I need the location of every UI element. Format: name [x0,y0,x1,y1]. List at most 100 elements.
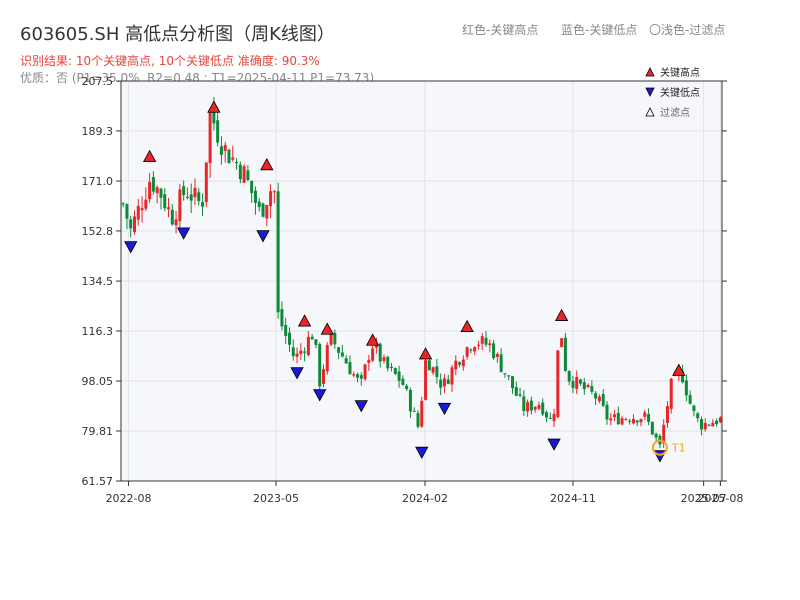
candle-body [204,162,208,202]
candle-body [356,374,360,378]
candle-body [242,166,246,183]
top-legend-light: 〇浅色-过滤点 [649,23,726,37]
candle-body [246,170,250,181]
candle-body [201,202,205,207]
candle-body [431,367,435,373]
candle-body [620,418,624,425]
candle-body [405,385,409,390]
candle-body [333,332,337,345]
x-tick-label: 2024-11 [550,492,596,505]
candle-body [529,400,533,411]
candle-body [503,373,507,375]
key-high-marker [418,347,433,360]
candle-body [582,382,586,390]
candle-body [526,402,530,412]
candle-body [314,339,318,345]
candle-body [140,208,144,211]
candle-body [378,343,382,362]
candle-body [250,180,254,194]
candle-body [178,189,182,222]
candle-body [318,344,322,387]
key-low-marker [290,367,304,380]
candle-body [386,356,390,369]
candle-body [492,343,496,359]
candle-body [548,417,552,419]
key-high-marker [260,157,274,171]
candle-body [495,354,499,357]
candle-body [522,396,526,412]
chart-title: 603605.SH 高低点分析图（周K线图） [20,24,335,45]
candle-body [567,371,571,382]
candle-body [616,412,620,425]
top-legend-red: 红色-关键高点 [462,23,539,37]
candle-body [303,351,307,353]
candle-body [541,402,545,415]
t1-circle [651,439,668,456]
legend-marker [645,107,655,117]
candle-body [628,420,632,422]
y-tick-label: 61.57 [82,475,114,488]
candle-body [605,404,609,420]
candle-body [461,359,465,367]
key-low-marker [256,230,270,243]
candle-body [450,367,454,385]
candle-body [216,120,220,143]
candle-body [499,354,503,372]
key-low-marker [415,446,429,460]
legend-label: 关键低点 [660,86,700,99]
candle-body [284,325,288,336]
candle-body [132,216,136,233]
candle-body [401,378,405,385]
key-low-marker [437,402,452,416]
y-axis: 61.57 79.81 98.05 116.3 134.5 152.8 171.0 189.3… [82,75,727,488]
candle-body [219,146,223,155]
candle-body [669,378,673,409]
candle-body [125,204,129,219]
candle-body [488,343,492,346]
candle-body [136,205,140,220]
candle-body [427,360,431,371]
candle-body [571,381,575,388]
candle-body [382,357,386,361]
candle-body [235,162,239,164]
y-tick-label: 189.3 [82,125,114,138]
t1-label: T1 [671,442,686,455]
recognition-result: 识别结果: 10个关键高点, 10个关键低点 准确度: 90.3% [20,54,320,68]
candle-body [129,219,133,229]
candle-body [590,386,594,392]
candle-body [647,414,651,422]
key-low-marker [313,389,327,402]
candle-body [412,410,416,412]
candle-body [446,379,450,384]
x-tick-label: 2024-02 [402,492,448,505]
candle-body [390,366,394,368]
x-tick-label: 2025-08 [697,492,743,505]
candle-body [510,376,514,389]
legend-marker [645,67,655,77]
candle-body [575,376,579,389]
candle-body [148,181,152,200]
candle-body [321,369,325,384]
candle-body [552,413,556,422]
candle-body [167,207,171,210]
candle-body [696,413,700,419]
key-high-marker [297,314,312,327]
candle-body [469,349,473,351]
top-legend-blue: 蓝色-关键低点 [561,23,638,37]
x-tick-label: 2025-07 [681,492,727,505]
candle-body [269,191,273,207]
candle-body [374,344,378,348]
y-tick-label: 152.8 [82,225,114,238]
candle-body [681,370,685,383]
candle-body [265,205,269,219]
key-low-marker [176,227,191,240]
candle-body [163,194,167,209]
key-low-marker [354,400,368,413]
candle-body [718,417,722,423]
candle-body [609,418,613,421]
candle-body [416,413,420,427]
candle-body [579,379,583,384]
candle-body [699,419,703,430]
candle-body [227,149,231,164]
candle-body [189,194,193,201]
